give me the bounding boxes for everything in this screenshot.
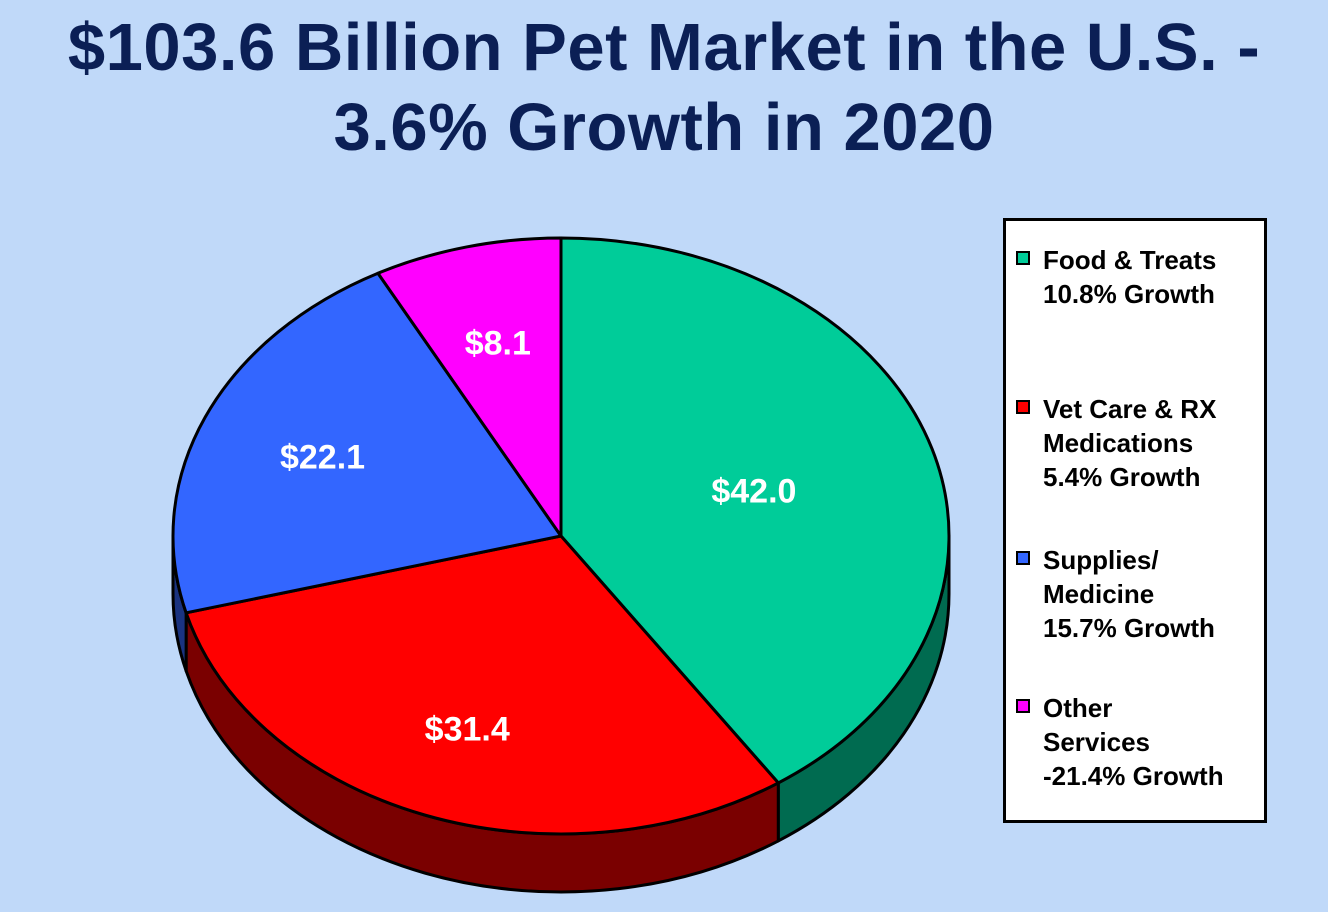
legend-swatch-food-treats	[1016, 251, 1030, 265]
data-label-food-treats: $42.0	[711, 473, 796, 511]
data-label-other-services: $8.1	[465, 324, 531, 362]
legend: Food & Treats 10.8% Growth Vet Care & RX…	[1003, 218, 1267, 823]
pie-slice-vet-care	[184, 534, 780, 836]
data-label-vet-care: $31.4	[425, 711, 510, 749]
pie-slice-supplies	[171, 271, 563, 615]
chart-title-line-2: 3.6% Growth in 2020	[333, 90, 995, 165]
legend-label-food-treats: Food & Treats 10.8% Growth	[1043, 245, 1217, 309]
legend-swatch-vet-care	[1016, 400, 1030, 414]
pie-slice-other-services	[376, 236, 563, 538]
legend-label-other-services: Other Services -21.4% Growth	[1043, 693, 1224, 791]
legend-label-supplies: Supplies/ Medicine 15.7% Growth	[1043, 545, 1215, 643]
data-label-supplies: $22.1	[280, 439, 365, 477]
chart-title-line-1: $103.6 Billion Pet Market in the U.S. -	[67, 10, 1261, 85]
legend-swatch-supplies	[1016, 551, 1030, 565]
pie-slice-food-treats	[559, 236, 951, 785]
legend-label-vet-care: Vet Care & RX Medications 5.4% Growth	[1043, 394, 1217, 492]
chart-title: $103.6 Billion Pet Market in the U.S. - …	[0, 8, 1328, 168]
legend-swatch-other-services	[1016, 699, 1030, 713]
